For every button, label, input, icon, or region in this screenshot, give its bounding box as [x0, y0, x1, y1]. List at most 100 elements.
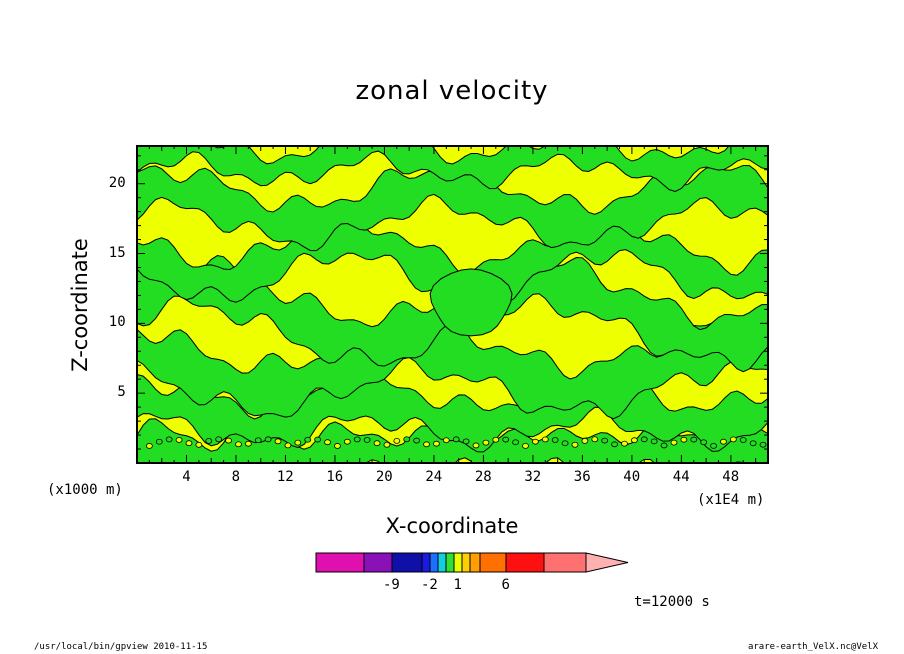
colorbar-swatch: [445, 552, 455, 573]
colorbar-tick-label: 1: [453, 577, 462, 593]
small-contour-blob: [739, 437, 747, 443]
small-contour-blob: [640, 436, 648, 443]
small-contour-blob: [581, 437, 589, 444]
green-contour-band: [137, 146, 768, 193]
small-contour-blob: [393, 437, 401, 444]
small-contour-blob: [720, 438, 727, 445]
x-axis-unit: (x1E4 m): [697, 492, 765, 508]
x-tick-label: 32: [524, 469, 542, 485]
small-contour-blob: [175, 437, 183, 443]
small-contour-blob: [294, 439, 302, 446]
small-contour-blob: [145, 443, 153, 449]
small-contour-blob: [264, 436, 272, 443]
small-contour-blob: [413, 437, 421, 444]
small-contour-blob: [710, 442, 717, 449]
small-contour-blob: [442, 437, 450, 444]
colorbar-swatch: [505, 552, 545, 573]
colorbar-swatch: [363, 552, 393, 573]
small-contour-blob: [353, 436, 361, 443]
x-tick-label: 20: [375, 469, 393, 485]
small-contour-blob: [611, 441, 618, 448]
small-contour-blob: [403, 436, 411, 443]
x-tick-label: 16: [326, 469, 344, 485]
colorbar-swatch: [469, 552, 481, 573]
x-tick-label: 24: [425, 469, 443, 485]
small-contour-blob: [215, 436, 223, 443]
x-tick-label: 8: [231, 469, 241, 485]
chart-title: zonal velocity: [355, 76, 549, 106]
contour-blobs: [145, 436, 767, 449]
small-contour-blob: [650, 438, 658, 445]
small-contour-blob: [235, 441, 242, 448]
small-contour-blob: [670, 439, 678, 446]
y-tick-label: 20: [108, 174, 126, 191]
small-contour-blob: [205, 438, 213, 444]
x-tick-label: 44: [672, 469, 690, 485]
small-contour-blob: [373, 440, 381, 447]
contour-plot-area: [137, 146, 768, 463]
small-contour-blob: [571, 441, 579, 448]
small-contour-blob: [680, 436, 688, 443]
small-contour-blob: [343, 438, 351, 445]
small-contour-blob: [601, 437, 609, 444]
colorbar-swatch: [429, 552, 439, 573]
x-axis-ticks: [148, 146, 769, 463]
small-contour-blob: [759, 441, 767, 448]
x-tick-label: 28: [474, 469, 492, 485]
small-contour-blob: [729, 436, 737, 443]
small-contour-blob: [274, 438, 282, 445]
small-contour-blob: [324, 439, 331, 446]
time-label: t=12000 s: [634, 594, 710, 610]
footer-left-path-date: /usr/local/bin/gpview 2010-11-15: [34, 642, 208, 652]
y-axis-ticks: [137, 155, 768, 450]
green-contour-band: [137, 163, 768, 252]
x-tick-label: 12: [276, 469, 294, 485]
colorbar-swatch: [421, 552, 431, 573]
y-tick-label: 10: [108, 314, 126, 331]
small-contour-blob: [462, 438, 470, 445]
small-contour-blob: [433, 440, 440, 447]
small-contour-blob: [225, 437, 232, 444]
x-tick-label: 36: [573, 469, 591, 485]
small-contour-blob: [284, 442, 292, 449]
colorbar-swatch: [461, 552, 471, 573]
small-contour-blob: [334, 443, 341, 449]
colorbar-tick-label: -2: [421, 577, 438, 593]
small-contour-blob: [423, 441, 430, 448]
small-contour-blob: [591, 436, 599, 443]
y-axis-unit: (x1000 m): [47, 482, 123, 498]
small-contour-blob: [383, 441, 391, 448]
small-contour-blob: [512, 439, 519, 446]
small-contour-blob: [541, 436, 549, 443]
colorbar-swatch: [315, 552, 365, 573]
small-contour-blob: [749, 440, 757, 447]
small-contour-blob: [304, 436, 312, 443]
small-contour-blob: [195, 441, 203, 448]
small-contour-blob: [531, 438, 539, 445]
colorbar-swatch: [479, 552, 507, 573]
x-tick-label: 48: [722, 469, 740, 485]
colorbar-arrow: [585, 552, 629, 573]
small-contour-blob: [660, 442, 668, 449]
contour-bands-green: [137, 146, 768, 463]
small-contour-blob: [522, 442, 529, 449]
small-contour-blob: [482, 439, 490, 446]
small-contour-blob: [452, 436, 460, 443]
small-contour-blob: [561, 440, 569, 447]
x-tick-label: 40: [623, 469, 641, 485]
small-contour-blob: [492, 436, 500, 443]
x-tick-label: 4: [182, 469, 191, 485]
x-axis-label: X-coordinate: [385, 514, 519, 538]
small-contour-blob: [502, 436, 510, 443]
small-contour-blob: [244, 440, 252, 447]
small-contour-blob: [185, 440, 193, 447]
small-contour-blob: [690, 436, 698, 443]
colorbar-swatch: [453, 552, 463, 573]
small-contour-blob: [363, 437, 371, 443]
y-tick-label: 5: [117, 384, 126, 401]
small-contour-blob: [155, 438, 163, 445]
y-tick-label: 15: [108, 244, 126, 261]
colorbar-swatch: [391, 552, 423, 573]
colorbar: [315, 552, 629, 573]
